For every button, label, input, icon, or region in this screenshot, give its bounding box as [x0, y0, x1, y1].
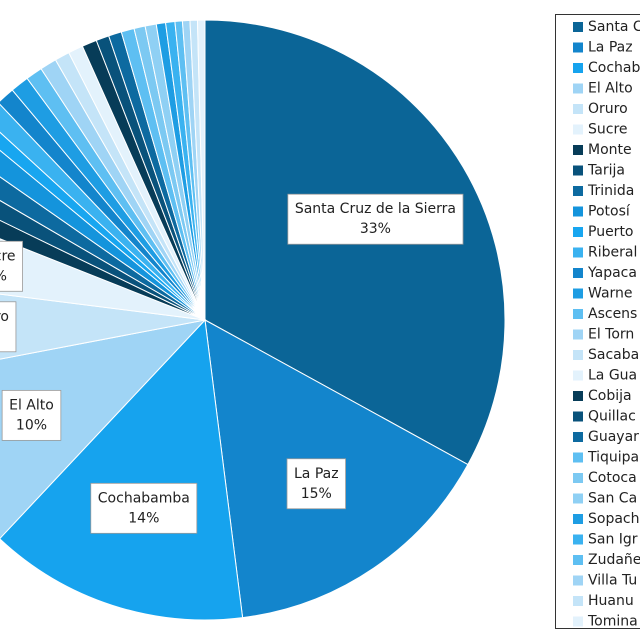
legend-label: Tiquipa	[587, 450, 639, 466]
legend-box	[555, 14, 640, 629]
legend-label: Sopach	[588, 511, 640, 527]
data-label: La Paz 15%	[286, 458, 346, 510]
legend-label: Cobija	[588, 388, 632, 404]
legend-label: Sacaba	[588, 347, 639, 363]
legend-label: Potosí	[588, 204, 631, 220]
legend-swatch	[573, 309, 583, 319]
legend-swatch	[573, 104, 583, 114]
legend: Santa Cruz de la Sierra La Paz Cochabamba E…	[555, 14, 640, 630]
legend-label: Santa Cruz de la Sierra	[588, 19, 640, 35]
data-label-box	[1, 389, 62, 441]
legend-swatch	[573, 124, 583, 135]
data-label-box	[287, 193, 464, 245]
data-label: Sucre 4%	[0, 240, 23, 292]
legend-swatch	[573, 514, 583, 524]
legend-label: Monte	[588, 142, 632, 158]
data-label-box	[0, 301, 17, 353]
data-label-box	[0, 240, 23, 292]
legend-swatch	[573, 391, 583, 401]
data-label-value: 4%	[0, 268, 7, 284]
legend-label: Riberal	[588, 245, 637, 261]
legend-label: Ascens	[588, 306, 637, 322]
legend-label: El Alto	[588, 81, 633, 97]
legend-label: La Gua	[588, 368, 637, 384]
legend-swatch	[573, 616, 583, 627]
pie-slice	[0, 319, 207, 540]
data-label-name: Sucre	[0, 248, 16, 264]
legend-swatch	[573, 493, 583, 504]
legend-swatch	[573, 575, 583, 586]
legend-label: Guayar	[588, 429, 639, 445]
legend-swatch	[573, 145, 583, 155]
legend-swatch	[573, 555, 583, 565]
legend-swatch	[573, 534, 583, 545]
data-label-name: La Paz	[294, 466, 339, 482]
legend-label: Oruro	[588, 101, 628, 117]
legend-swatch	[573, 165, 583, 176]
data-label-value: 10%	[16, 417, 47, 433]
data-label: Santa Cruz de la Sierra 33%	[287, 193, 464, 245]
data-label: Oruro5%	[0, 301, 17, 353]
data-label-box	[90, 482, 198, 534]
legend-label: El Torn	[588, 327, 634, 343]
legend-swatch	[573, 452, 583, 463]
legend-label: Huanu	[588, 593, 634, 609]
data-label-name: El Alto	[9, 397, 54, 413]
data-label-value: 14%	[128, 510, 159, 526]
legend-swatch	[573, 473, 583, 483]
data-label-name: Cochabamba	[98, 490, 190, 506]
pie-slice	[0, 318, 244, 621]
legend-swatch	[573, 370, 583, 381]
legend-swatch	[573, 206, 583, 217]
legend-label: San Igr	[588, 532, 638, 548]
pie-slice	[0, 293, 206, 360]
pie-slice	[196, 19, 206, 321]
legend-label: Cochabamba	[588, 60, 640, 76]
data-label-value: 15%	[301, 486, 332, 502]
legend-swatch	[573, 22, 583, 32]
legend-swatch	[573, 432, 583, 442]
legend-swatch	[573, 247, 583, 258]
legend-label: Sucre	[588, 122, 628, 138]
data-label: El Alto 10%	[1, 389, 62, 441]
legend-swatch	[573, 411, 583, 422]
legend-swatch	[573, 186, 583, 196]
legend-swatch	[573, 288, 583, 299]
legend-label: Yapaca	[587, 265, 637, 281]
legend-label: Zudañe	[588, 552, 640, 568]
legend-label: Villa Tu	[588, 573, 637, 589]
data-label-value: 33%	[360, 221, 391, 237]
legend-swatch	[573, 268, 583, 278]
legend-label: Trinida	[587, 183, 634, 199]
legend-swatch	[573, 350, 583, 360]
legend-label: Tomina	[587, 614, 638, 630]
data-label-name: Santa Cruz de la Sierra	[295, 201, 456, 217]
data-label-box	[286, 458, 346, 510]
legend-swatch	[573, 42, 583, 53]
data-label-name: Oruro	[0, 309, 9, 325]
legend-label: La Paz	[588, 40, 633, 56]
legend-swatch	[573, 83, 583, 94]
legend-label: Puerto	[588, 224, 634, 240]
data-label: Cochabamba 14%	[90, 482, 198, 534]
legend-label: San Ca	[588, 491, 637, 507]
legend-label: Cotoca	[588, 470, 637, 486]
legend-swatch	[573, 63, 583, 73]
legend-swatch	[573, 227, 583, 237]
legend-swatch	[573, 329, 583, 340]
legend-label: Warne	[588, 286, 633, 302]
legend-label: Tarija	[587, 163, 625, 179]
legend-label: Quillac	[588, 409, 636, 425]
legend-swatch	[573, 596, 583, 606]
